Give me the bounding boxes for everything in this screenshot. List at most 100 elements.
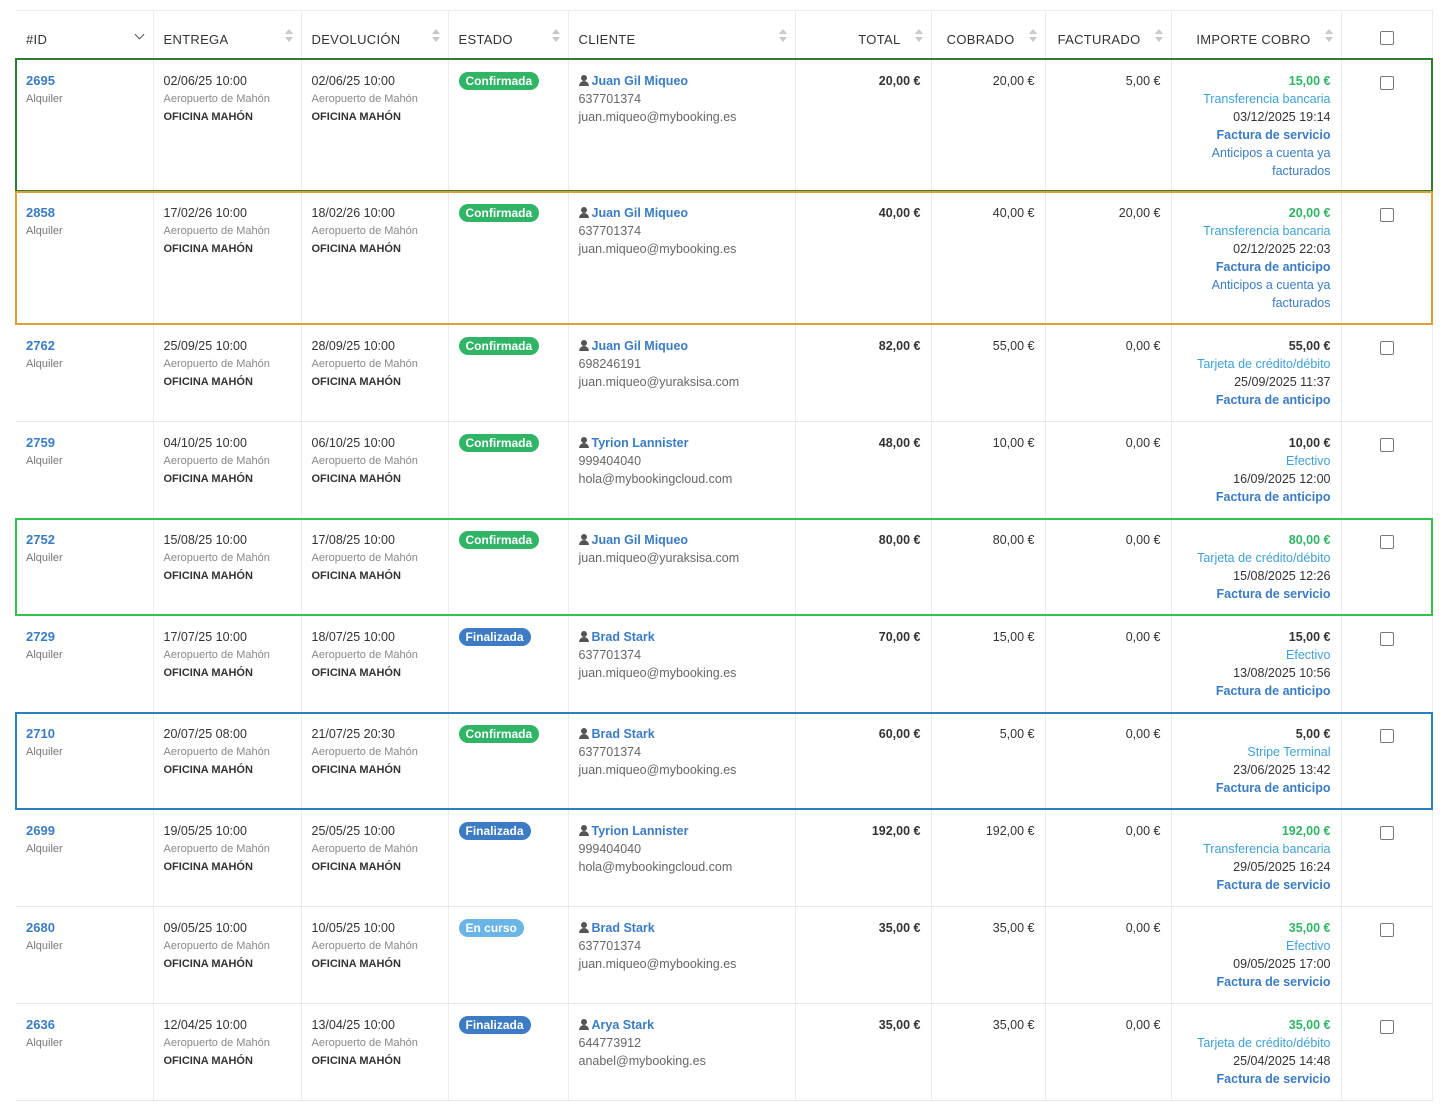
sort-icon <box>1028 29 1037 43</box>
reservation-id-link[interactable]: 2710 <box>26 726 55 741</box>
reservation-id-link[interactable]: 2752 <box>26 532 55 547</box>
invoice-link[interactable]: Factura de servicio <box>1216 975 1331 989</box>
invoice-link[interactable]: Factura de anticipo <box>1215 684 1331 698</box>
row-checkbox[interactable] <box>1379 923 1394 937</box>
table-row[interactable]: 2699 Alquiler 19/05/25 10:00 Aeropuerto … <box>16 809 1433 907</box>
entrega-location: Aeropuerto de Mahón <box>163 552 270 564</box>
cell-facturado: 20,00 € <box>1045 191 1172 325</box>
entrega-date: 25/09/25 10:00 <box>163 339 247 353</box>
cobrado-amount: 40,00 € <box>992 206 1035 220</box>
status-badge: Confirmada <box>458 531 540 549</box>
table-row[interactable]: 2695 Alquiler 02/06/25 10:00 Aeropuerto … <box>16 58 1433 192</box>
row-checkbox[interactable] <box>1379 208 1394 222</box>
status-badge: Confirmada <box>458 71 540 90</box>
customer-name-link[interactable]: Tyrion Lannister <box>591 436 689 450</box>
invoice-link[interactable]: Factura de anticipo <box>1215 781 1331 795</box>
invoice-link[interactable]: Factura de anticipo <box>1215 393 1331 407</box>
column-header-cliente[interactable]: CLIENTE <box>568 10 796 60</box>
table-row[interactable]: 2858 Alquiler 17/02/26 10:00 Aeropuerto … <box>16 191 1433 325</box>
table-row[interactable]: 2762 Alquiler 25/09/25 10:00 Aeropuerto … <box>16 324 1433 422</box>
status-badge: En curso <box>458 919 524 937</box>
sort-icon <box>778 29 787 43</box>
reservation-type: Alquiler <box>26 746 63 758</box>
column-header-devolucion-label: DEVOLUCIÓN <box>311 31 401 47</box>
cell-devolucion: 28/09/25 10:00 Aeropuerto de Mahón OFICI… <box>301 324 449 422</box>
cell-estado: En curso <box>448 906 569 1004</box>
column-header-total[interactable]: TOTAL <box>795 10 932 60</box>
total-amount: 60,00 € <box>878 727 921 741</box>
reservation-id-link[interactable]: 2858 <box>26 205 55 220</box>
status-badge: Confirmada <box>458 204 540 222</box>
advance-note: Anticipos a cuenta ya facturados <box>1211 278 1331 310</box>
customer-name-link[interactable]: Juan Gil Miqueo <box>591 206 689 220</box>
cell-cobrado: 55,00 € <box>931 324 1046 422</box>
select-all-checkbox[interactable] <box>1379 30 1394 45</box>
invoice-link[interactable]: Factura de servicio <box>1216 587 1331 601</box>
row-checkbox[interactable] <box>1379 341 1394 355</box>
row-checkbox[interactable] <box>1379 729 1394 743</box>
reservation-id-link[interactable]: 2699 <box>26 823 55 838</box>
table-row[interactable]: 2710 Alquiler 20/07/25 08:00 Aeropuerto … <box>16 712 1433 810</box>
cell-select <box>1341 58 1433 192</box>
row-checkbox[interactable] <box>1379 75 1394 90</box>
payment-amount: 20,00 € <box>1288 206 1331 220</box>
column-header-cliente-label: CLIENTE <box>578 31 636 47</box>
column-header-facturado[interactable]: FACTURADO <box>1045 10 1172 60</box>
row-checkbox[interactable] <box>1379 535 1394 549</box>
invoice-link[interactable]: Factura de servicio <box>1216 127 1331 142</box>
column-header-importe[interactable]: IMPORTE COBRO <box>1171 10 1342 60</box>
cell-importe: 5,00 € Stripe Terminal 23/06/2025 13:42 … <box>1171 712 1342 810</box>
status-badge: Finalizada <box>458 822 531 840</box>
table-row[interactable]: 2729 Alquiler 17/07/25 10:00 Aeropuerto … <box>16 615 1433 713</box>
reservation-id-link[interactable]: 2762 <box>26 338 55 353</box>
cell-facturado: 0,00 € <box>1045 712 1172 810</box>
table-row[interactable]: 2759 Alquiler 04/10/25 10:00 Aeropuerto … <box>16 421 1433 519</box>
reservation-id-link[interactable]: 2729 <box>26 629 55 644</box>
cell-cobrado: 15,00 € <box>931 615 1046 713</box>
reservation-id-link[interactable]: 2636 <box>26 1017 55 1032</box>
table-row[interactable]: 2636 Alquiler 12/04/25 10:00 Aeropuerto … <box>16 1003 1433 1101</box>
column-header-id[interactable]: #ID <box>16 10 154 60</box>
facturado-amount: 5,00 € <box>1125 73 1161 88</box>
cell-devolucion: 02/06/25 10:00 Aeropuerto de Mahón OFICI… <box>301 58 449 192</box>
table-row[interactable]: 2752 Alquiler 15/08/25 10:00 Aeropuerto … <box>16 518 1433 616</box>
total-amount: 70,00 € <box>878 630 921 644</box>
cell-facturado: 0,00 € <box>1045 324 1172 422</box>
cell-select <box>1341 191 1433 325</box>
row-checkbox[interactable] <box>1379 632 1394 646</box>
cell-devolucion: 13/04/25 10:00 Aeropuerto de Mahón OFICI… <box>301 1003 449 1101</box>
customer-name-link[interactable]: Juan Gil Miqueo <box>591 533 689 547</box>
invoice-link[interactable]: Factura de servicio <box>1216 1072 1331 1086</box>
customer-name-link[interactable]: Brad Stark <box>591 630 655 644</box>
payment-method: Tarjeta de crédito/débito <box>1197 357 1331 371</box>
reservation-id-link[interactable]: 2759 <box>26 435 55 450</box>
facturado-amount: 0,00 € <box>1125 533 1161 547</box>
customer-name-link[interactable]: Tyrion Lannister <box>591 824 689 838</box>
column-header-estado[interactable]: ESTADO <box>448 10 569 60</box>
cell-estado: Confirmada <box>448 421 569 519</box>
customer-name-link[interactable]: Brad Stark <box>591 921 655 935</box>
invoice-link[interactable]: Factura de anticipo <box>1215 260 1331 274</box>
cell-facturado: 0,00 € <box>1045 906 1172 1004</box>
column-header-entrega[interactable]: ENTREGA <box>153 10 302 60</box>
customer-name-link[interactable]: Juan Gil Miqueo <box>591 339 689 353</box>
row-checkbox[interactable] <box>1379 1020 1394 1034</box>
cell-facturado: 0,00 € <box>1045 809 1172 907</box>
customer-name-link[interactable]: Arya Stark <box>591 1018 655 1032</box>
devolucion-office: OFICINA MAHÓN <box>311 1055 401 1067</box>
customer-name-link[interactable]: Brad Stark <box>591 727 655 741</box>
column-header-devolucion[interactable]: DEVOLUCIÓN <box>301 10 449 60</box>
invoice-link[interactable]: Factura de servicio <box>1216 878 1331 892</box>
customer-name-link[interactable]: Juan Gil Miqueo <box>591 73 689 88</box>
payment-amount: 10,00 € <box>1288 436 1331 450</box>
cobrado-amount: 10,00 € <box>992 436 1035 450</box>
invoice-link[interactable]: Factura de anticipo <box>1215 490 1331 504</box>
reservation-id-link[interactable]: 2680 <box>26 920 55 935</box>
table-row[interactable]: 2680 Alquiler 09/05/25 10:00 Aeropuerto … <box>16 906 1433 1004</box>
row-checkbox[interactable] <box>1379 438 1394 452</box>
reservation-id-link[interactable]: 2695 <box>26 72 55 88</box>
cell-total: 48,00 € <box>795 421 932 519</box>
column-header-cobrado[interactable]: COBRADO <box>931 10 1046 60</box>
cell-select <box>1341 809 1433 907</box>
row-checkbox[interactable] <box>1379 826 1394 840</box>
